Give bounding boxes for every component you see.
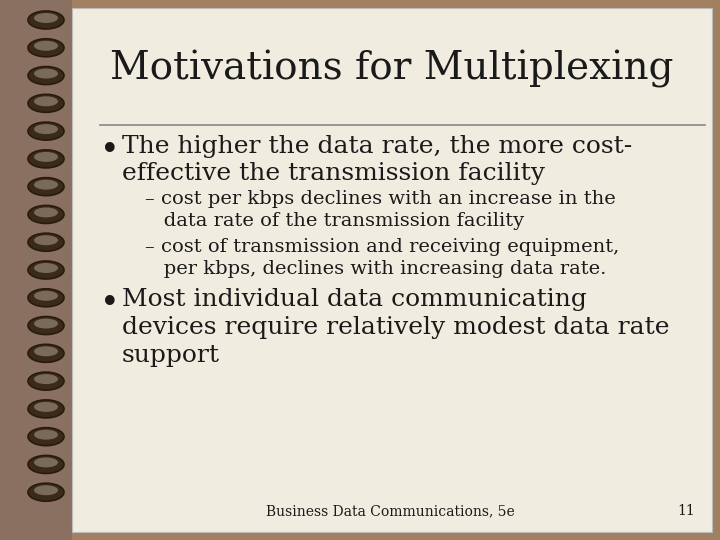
Ellipse shape [34,319,58,328]
Ellipse shape [28,178,64,195]
Text: The higher the data rate, the more cost-: The higher the data rate, the more cost- [122,135,632,158]
Ellipse shape [34,374,58,384]
Ellipse shape [28,400,64,418]
Ellipse shape [28,316,64,335]
Bar [72,8,712,532]
Text: per kbps, declines with increasing data rate.: per kbps, declines with increasing data … [145,260,606,278]
Text: Motivations for Multiplexing: Motivations for Multiplexing [110,50,673,88]
Ellipse shape [28,428,64,445]
Text: Business Data Communications, 5e: Business Data Communications, 5e [266,504,514,518]
Text: •: • [100,135,120,167]
Ellipse shape [34,207,58,218]
Ellipse shape [28,122,64,140]
Ellipse shape [28,455,64,474]
Ellipse shape [34,346,58,356]
Text: devices require relatively modest data rate: devices require relatively modest data r… [122,316,670,339]
Ellipse shape [34,96,58,106]
Ellipse shape [28,483,64,501]
Ellipse shape [28,11,64,29]
Ellipse shape [34,41,58,51]
Ellipse shape [28,66,64,85]
Ellipse shape [28,94,64,112]
Ellipse shape [28,372,64,390]
Text: – cost of transmission and receiving equipment,: – cost of transmission and receiving equ… [145,238,619,256]
Text: •: • [100,288,120,320]
Ellipse shape [34,485,58,495]
Text: 11: 11 [678,504,695,518]
Ellipse shape [34,152,58,162]
Ellipse shape [28,150,64,168]
Ellipse shape [34,124,58,134]
Text: data rate of the transmission facility: data rate of the transmission facility [145,212,524,230]
Ellipse shape [28,233,64,251]
Text: Most individual data communicating: Most individual data communicating [122,288,587,311]
Ellipse shape [28,345,64,362]
Ellipse shape [34,180,58,190]
Text: – cost per kbps declines with an increase in the: – cost per kbps declines with an increas… [145,190,616,208]
Ellipse shape [28,289,64,307]
Bar [0,0,72,540]
Ellipse shape [28,261,64,279]
Ellipse shape [34,430,58,440]
Ellipse shape [34,291,58,301]
Ellipse shape [34,263,58,273]
Text: support: support [122,344,220,367]
Text: effective the transmission facility: effective the transmission facility [122,162,545,185]
Ellipse shape [34,402,58,412]
Ellipse shape [34,69,58,78]
Ellipse shape [34,235,58,245]
Ellipse shape [28,39,64,57]
Ellipse shape [34,13,58,23]
Ellipse shape [28,205,64,224]
Ellipse shape [34,457,58,468]
